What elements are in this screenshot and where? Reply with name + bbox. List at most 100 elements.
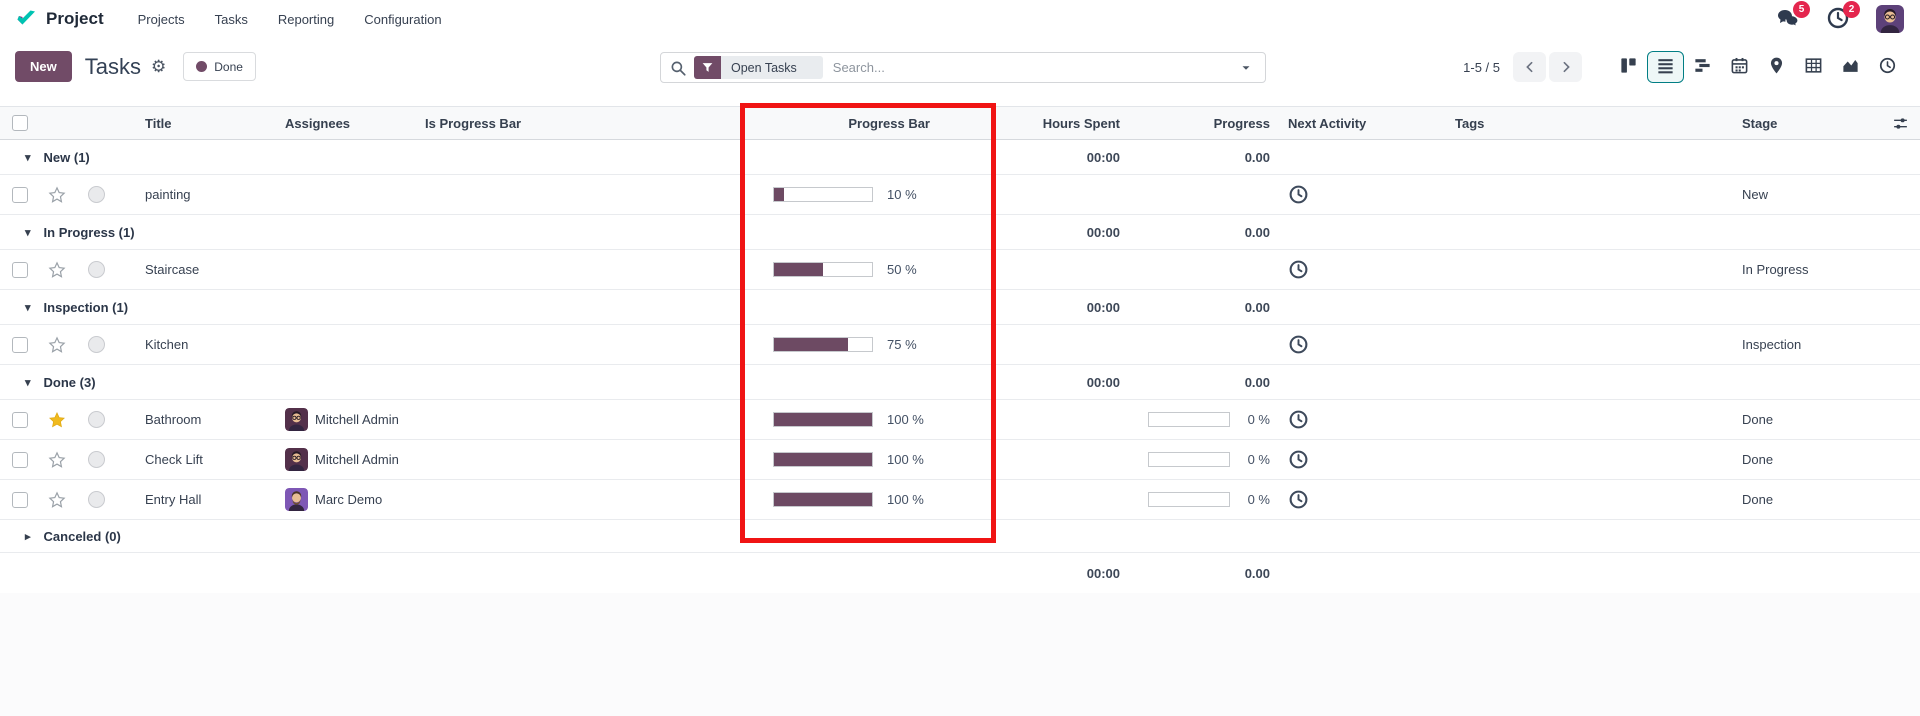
optional-columns-icon[interactable] [1880,115,1920,132]
menu-reporting[interactable]: Reporting [277,11,335,27]
next-activity-clock-icon[interactable] [1288,409,1309,430]
view-switch-graph-button[interactable] [1832,51,1869,83]
row-checkbox[interactable] [12,411,28,428]
task-title[interactable]: Check Lift [145,452,203,467]
task-title[interactable]: Bathroom [145,412,202,427]
task-state-icon[interactable] [87,186,105,203]
row-checkbox[interactable] [12,336,28,353]
column-header-next-activity[interactable]: Next Activity [1288,115,1367,131]
star-outline-icon[interactable] [48,335,66,354]
gear-icon[interactable]: ⚙ [150,57,167,76]
column-header-title[interactable]: Title [145,115,172,131]
progress-bar-value: 100 % [887,412,924,427]
view-switch-list-button[interactable] [1647,51,1684,83]
menu-projects[interactable]: Projects [137,11,185,27]
column-header-progress[interactable]: Progress [1213,115,1270,131]
pager-range: 1-5 / 5 [1463,59,1500,75]
messages-icon[interactable]: 5 [1776,1,1810,32]
column-header-tags[interactable]: Tags [1455,115,1485,131]
column-header-progress-bar[interactable]: Progress Bar [848,115,930,131]
group-row[interactable]: ▸ Canceled (0) [0,520,1920,553]
search-bar[interactable]: Open Tasks [660,52,1266,83]
column-header-assignees[interactable]: Assignees [285,115,351,131]
column-header-is-progress-bar[interactable]: Is Progress Bar [425,115,522,131]
row-checkbox[interactable] [12,261,28,278]
control-panel: New Tasks ⚙ Done Open Tasks 1-5 / 5 [0,38,1920,106]
group-hours-total: 00:00 [1086,149,1120,165]
column-header-stage[interactable]: Stage [1742,115,1778,131]
next-activity-clock-icon[interactable] [1288,449,1309,470]
pager-prev-button[interactable] [1513,52,1546,82]
group-progress-total: 0.00 [1244,149,1270,165]
view-switch-calendar-button[interactable] [1721,51,1758,83]
search-facet-open-tasks[interactable]: Open Tasks [694,56,823,79]
menu-configuration[interactable]: Configuration [364,11,442,27]
task-state-icon[interactable] [87,491,105,508]
task-title[interactable]: painting [145,187,191,202]
row-checkbox[interactable] [12,491,28,508]
task-row[interactable]: Staircase 50 % In Progress [0,250,1920,290]
menu-tasks[interactable]: Tasks [214,11,248,27]
progress-bar-cell: 10 % [738,187,998,202]
user-avatar[interactable] [1876,5,1904,33]
group-row[interactable]: ▾ Inspection (1) 00:00 0.00 [0,290,1920,325]
task-row[interactable]: Bathroom Mitchell Admin 100 % 0 % Done [0,400,1920,440]
search-input[interactable] [830,59,1235,76]
task-state-icon[interactable] [87,336,105,353]
task-state-icon[interactable] [87,261,105,278]
view-switcher [1610,51,1906,83]
star-outline-icon[interactable] [48,185,66,204]
task-row[interactable]: painting 10 % New [0,175,1920,215]
star-outline-icon[interactable] [48,260,66,279]
star-outline-icon[interactable] [48,450,66,469]
row-checkbox[interactable] [12,451,28,468]
next-activity-clock-icon[interactable] [1288,259,1309,280]
activities-icon[interactable]: 2 [1826,1,1860,32]
task-state-icon[interactable] [87,451,105,468]
gantt-view-icon [1693,56,1712,78]
select-all-checkbox[interactable] [12,115,28,131]
next-activity-clock-icon[interactable] [1288,184,1309,205]
hours-progress-track [1147,492,1230,507]
view-switch-gantt-button[interactable] [1684,51,1721,83]
task-state-icon[interactable] [87,411,105,428]
group-row[interactable]: ▾ In Progress (1) 00:00 0.00 [0,215,1920,250]
task-title[interactable]: Entry Hall [145,492,202,507]
stage-dot-icon [196,61,208,72]
progress-bar-cell: 100 % [738,412,998,427]
progress-bar-track [773,492,873,507]
task-title[interactable]: Kitchen [145,337,189,352]
group-row[interactable]: ▾ Done (3) 00:00 0.00 [0,365,1920,400]
search-dropdown-caret-icon[interactable] [1235,61,1257,75]
task-stage: Done [1742,492,1774,507]
new-button[interactable]: New [15,51,72,82]
progress-bar-track [773,262,873,277]
next-activity-clock-icon[interactable] [1288,334,1309,355]
next-activity-clock-icon[interactable] [1288,489,1309,510]
view-switch-kanban-button[interactable] [1610,51,1647,83]
column-header-hours-spent[interactable]: Hours Spent [1042,115,1120,131]
row-checkbox[interactable] [12,186,28,203]
view-switch-pivot-button[interactable] [1795,51,1832,83]
app-name: Project [46,9,104,28]
task-row[interactable]: Check Lift Mitchell Admin 100 % 0 % Done [0,440,1920,480]
group-row[interactable]: ▾ New (1) 00:00 0.00 [0,140,1920,175]
task-title[interactable]: Staircase [145,262,200,277]
star-outline-icon[interactable] [48,490,66,509]
task-row[interactable]: Entry Hall Marc Demo 100 % 0 % Done [0,480,1920,520]
progress-bar-value: 10 % [887,187,917,202]
stage-filter-chip[interactable]: Done [183,52,256,81]
pager-next-button[interactable] [1549,52,1582,82]
stage-filter-label: Done [214,59,243,74]
progress-bar-value: 50 % [887,262,917,277]
view-switch-activity-button[interactable] [1869,51,1906,83]
assignee-name: Mitchell Admin [315,452,399,467]
task-stage: Done [1742,452,1774,467]
progress-bar-cell: 75 % [738,337,998,352]
group-label: Inspection (1) [43,299,129,315]
view-switch-map-button[interactable] [1758,51,1795,83]
task-row[interactable]: Kitchen 75 % Inspection [0,325,1920,365]
star-filled-icon[interactable] [48,411,66,429]
progress-bar-value: 100 % [887,452,924,467]
progress-bar-cell: 50 % [738,262,998,277]
